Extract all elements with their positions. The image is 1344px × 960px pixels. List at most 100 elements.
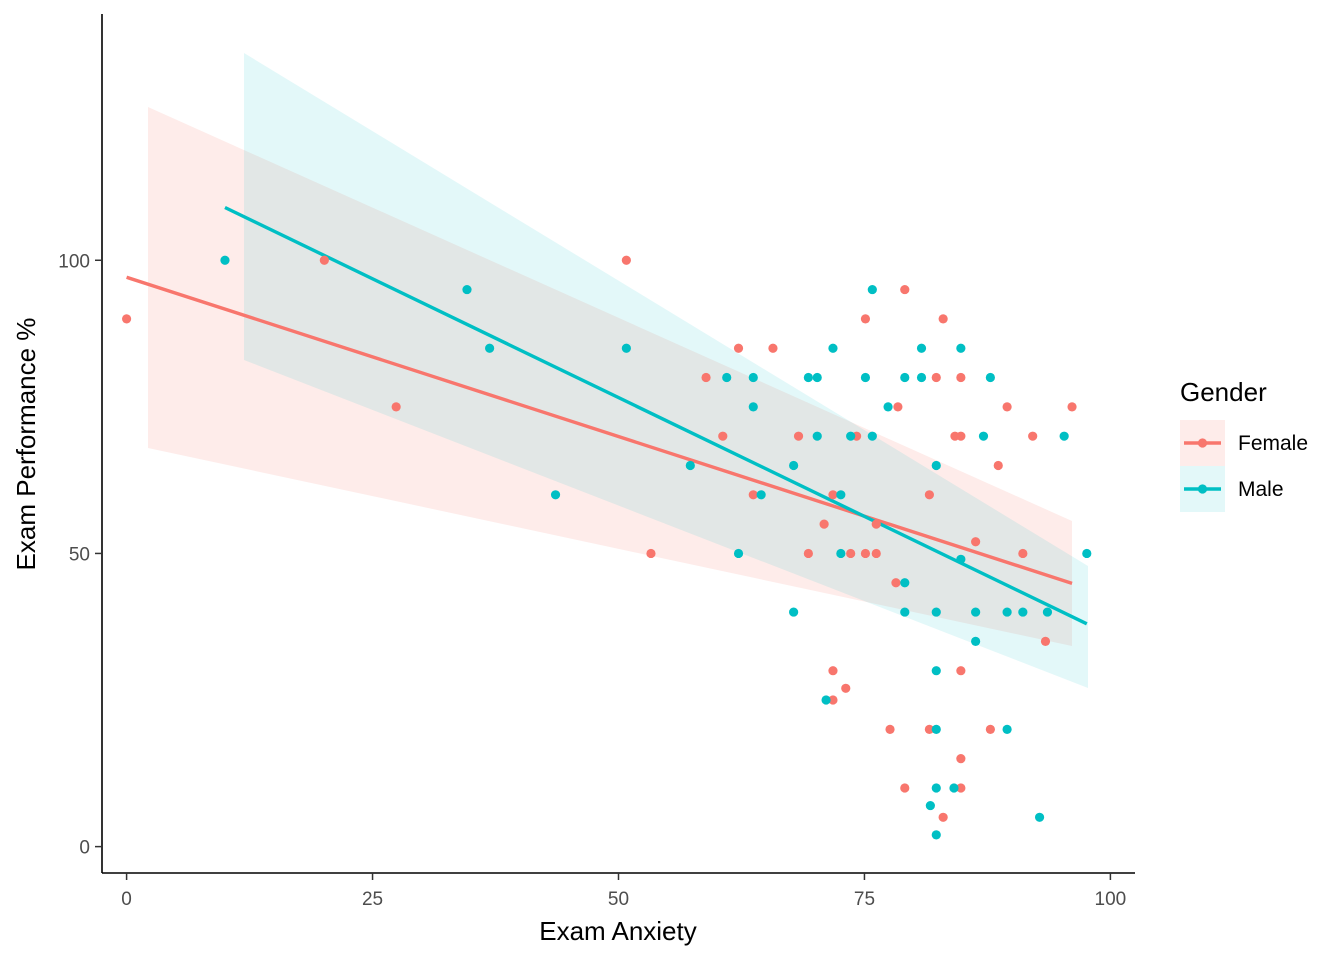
female-point — [621, 255, 631, 265]
male-point — [978, 431, 989, 441]
male-point — [846, 431, 856, 441]
male-point — [900, 578, 910, 588]
male-point — [931, 607, 941, 617]
x-tick-label: 75 — [854, 889, 875, 910]
legend-label-male: Male — [1238, 478, 1284, 501]
y-tick-label: 0 — [79, 838, 90, 859]
male-point — [1034, 812, 1045, 822]
male-point — [931, 783, 941, 793]
male-point — [916, 343, 927, 353]
female-point — [891, 578, 901, 588]
female-point — [1002, 402, 1012, 412]
male-point — [812, 372, 822, 383]
male-point — [925, 800, 935, 811]
male-point — [867, 431, 877, 441]
male-point — [1002, 607, 1012, 617]
female-point — [860, 548, 871, 559]
female-point — [924, 724, 934, 734]
male-point — [931, 460, 941, 471]
female-point — [1067, 402, 1077, 412]
female-point — [971, 537, 981, 547]
male-point — [1018, 607, 1028, 617]
female-point — [900, 284, 910, 295]
female-point — [121, 314, 132, 324]
female-point — [938, 314, 948, 324]
female-point — [841, 683, 851, 693]
female-point — [956, 754, 966, 764]
female-point — [956, 372, 966, 383]
male-point — [756, 490, 766, 500]
female-point — [956, 666, 966, 676]
male-point — [220, 255, 230, 265]
female-point — [900, 783, 910, 793]
male-point — [971, 636, 981, 646]
male-point — [812, 431, 822, 441]
female-point — [733, 343, 744, 353]
male-point — [956, 554, 966, 564]
female-point — [319, 255, 329, 265]
female-point — [748, 490, 758, 500]
x-axis-title: Exam Anxiety — [539, 916, 697, 946]
male-point — [956, 343, 966, 353]
male-point — [1042, 607, 1053, 617]
legend: Gender Female Male — [1180, 377, 1308, 512]
female-point — [993, 460, 1003, 471]
male-point — [985, 372, 995, 383]
male-confidence-band — [244, 53, 1088, 688]
male-point — [867, 284, 877, 295]
male-point — [949, 783, 959, 793]
female-point — [931, 372, 941, 383]
male-point — [931, 830, 941, 840]
female-fit-line — [126, 275, 1073, 585]
male-point — [900, 607, 910, 617]
female-point — [828, 490, 838, 500]
male-point — [1059, 431, 1069, 441]
male-point — [485, 343, 495, 353]
female-point — [646, 548, 656, 559]
data-points — [121, 255, 1092, 840]
x-tick-label: 25 — [362, 889, 383, 910]
female-point — [828, 695, 838, 705]
male-point — [821, 695, 831, 705]
female-point — [924, 490, 934, 500]
female-point — [985, 724, 995, 734]
female-point — [871, 548, 881, 559]
y-tick-label: 50 — [69, 544, 90, 565]
male-fit-line — [224, 205, 1088, 626]
female-point — [768, 343, 778, 353]
female-confidence-band — [148, 107, 1072, 646]
male-point — [836, 548, 846, 559]
female-point — [846, 548, 856, 559]
female-point — [956, 431, 966, 441]
male-point — [733, 548, 744, 559]
regression-lines — [126, 205, 1088, 626]
x-tick-label: 0 — [121, 889, 132, 910]
male-point — [931, 724, 941, 734]
male-point — [883, 402, 893, 412]
female-point — [860, 314, 871, 324]
male-point — [748, 372, 758, 383]
male-point — [1082, 548, 1092, 559]
male-point — [900, 372, 910, 383]
female-point — [819, 519, 829, 529]
legend-title: Gender — [1180, 377, 1267, 407]
x-axis-ticks: 0 25 50 75 100 — [121, 873, 1126, 910]
x-tick-label: 100 — [1095, 889, 1127, 910]
female-point — [803, 548, 813, 559]
female-point — [1018, 548, 1028, 559]
y-tick-label: 100 — [58, 251, 90, 272]
y-axis-title: Exam Performance % — [11, 318, 41, 571]
female-point — [718, 431, 728, 441]
x-tick-label: 50 — [608, 889, 629, 910]
male-point — [931, 666, 941, 676]
legend-point-female — [1197, 438, 1208, 448]
male-point — [462, 284, 472, 295]
male-point — [550, 490, 561, 500]
female-point — [1028, 431, 1038, 441]
male-point — [722, 372, 732, 383]
female-point — [956, 783, 966, 793]
female-point — [828, 666, 838, 676]
female-point — [871, 519, 881, 529]
female-point — [701, 372, 711, 383]
